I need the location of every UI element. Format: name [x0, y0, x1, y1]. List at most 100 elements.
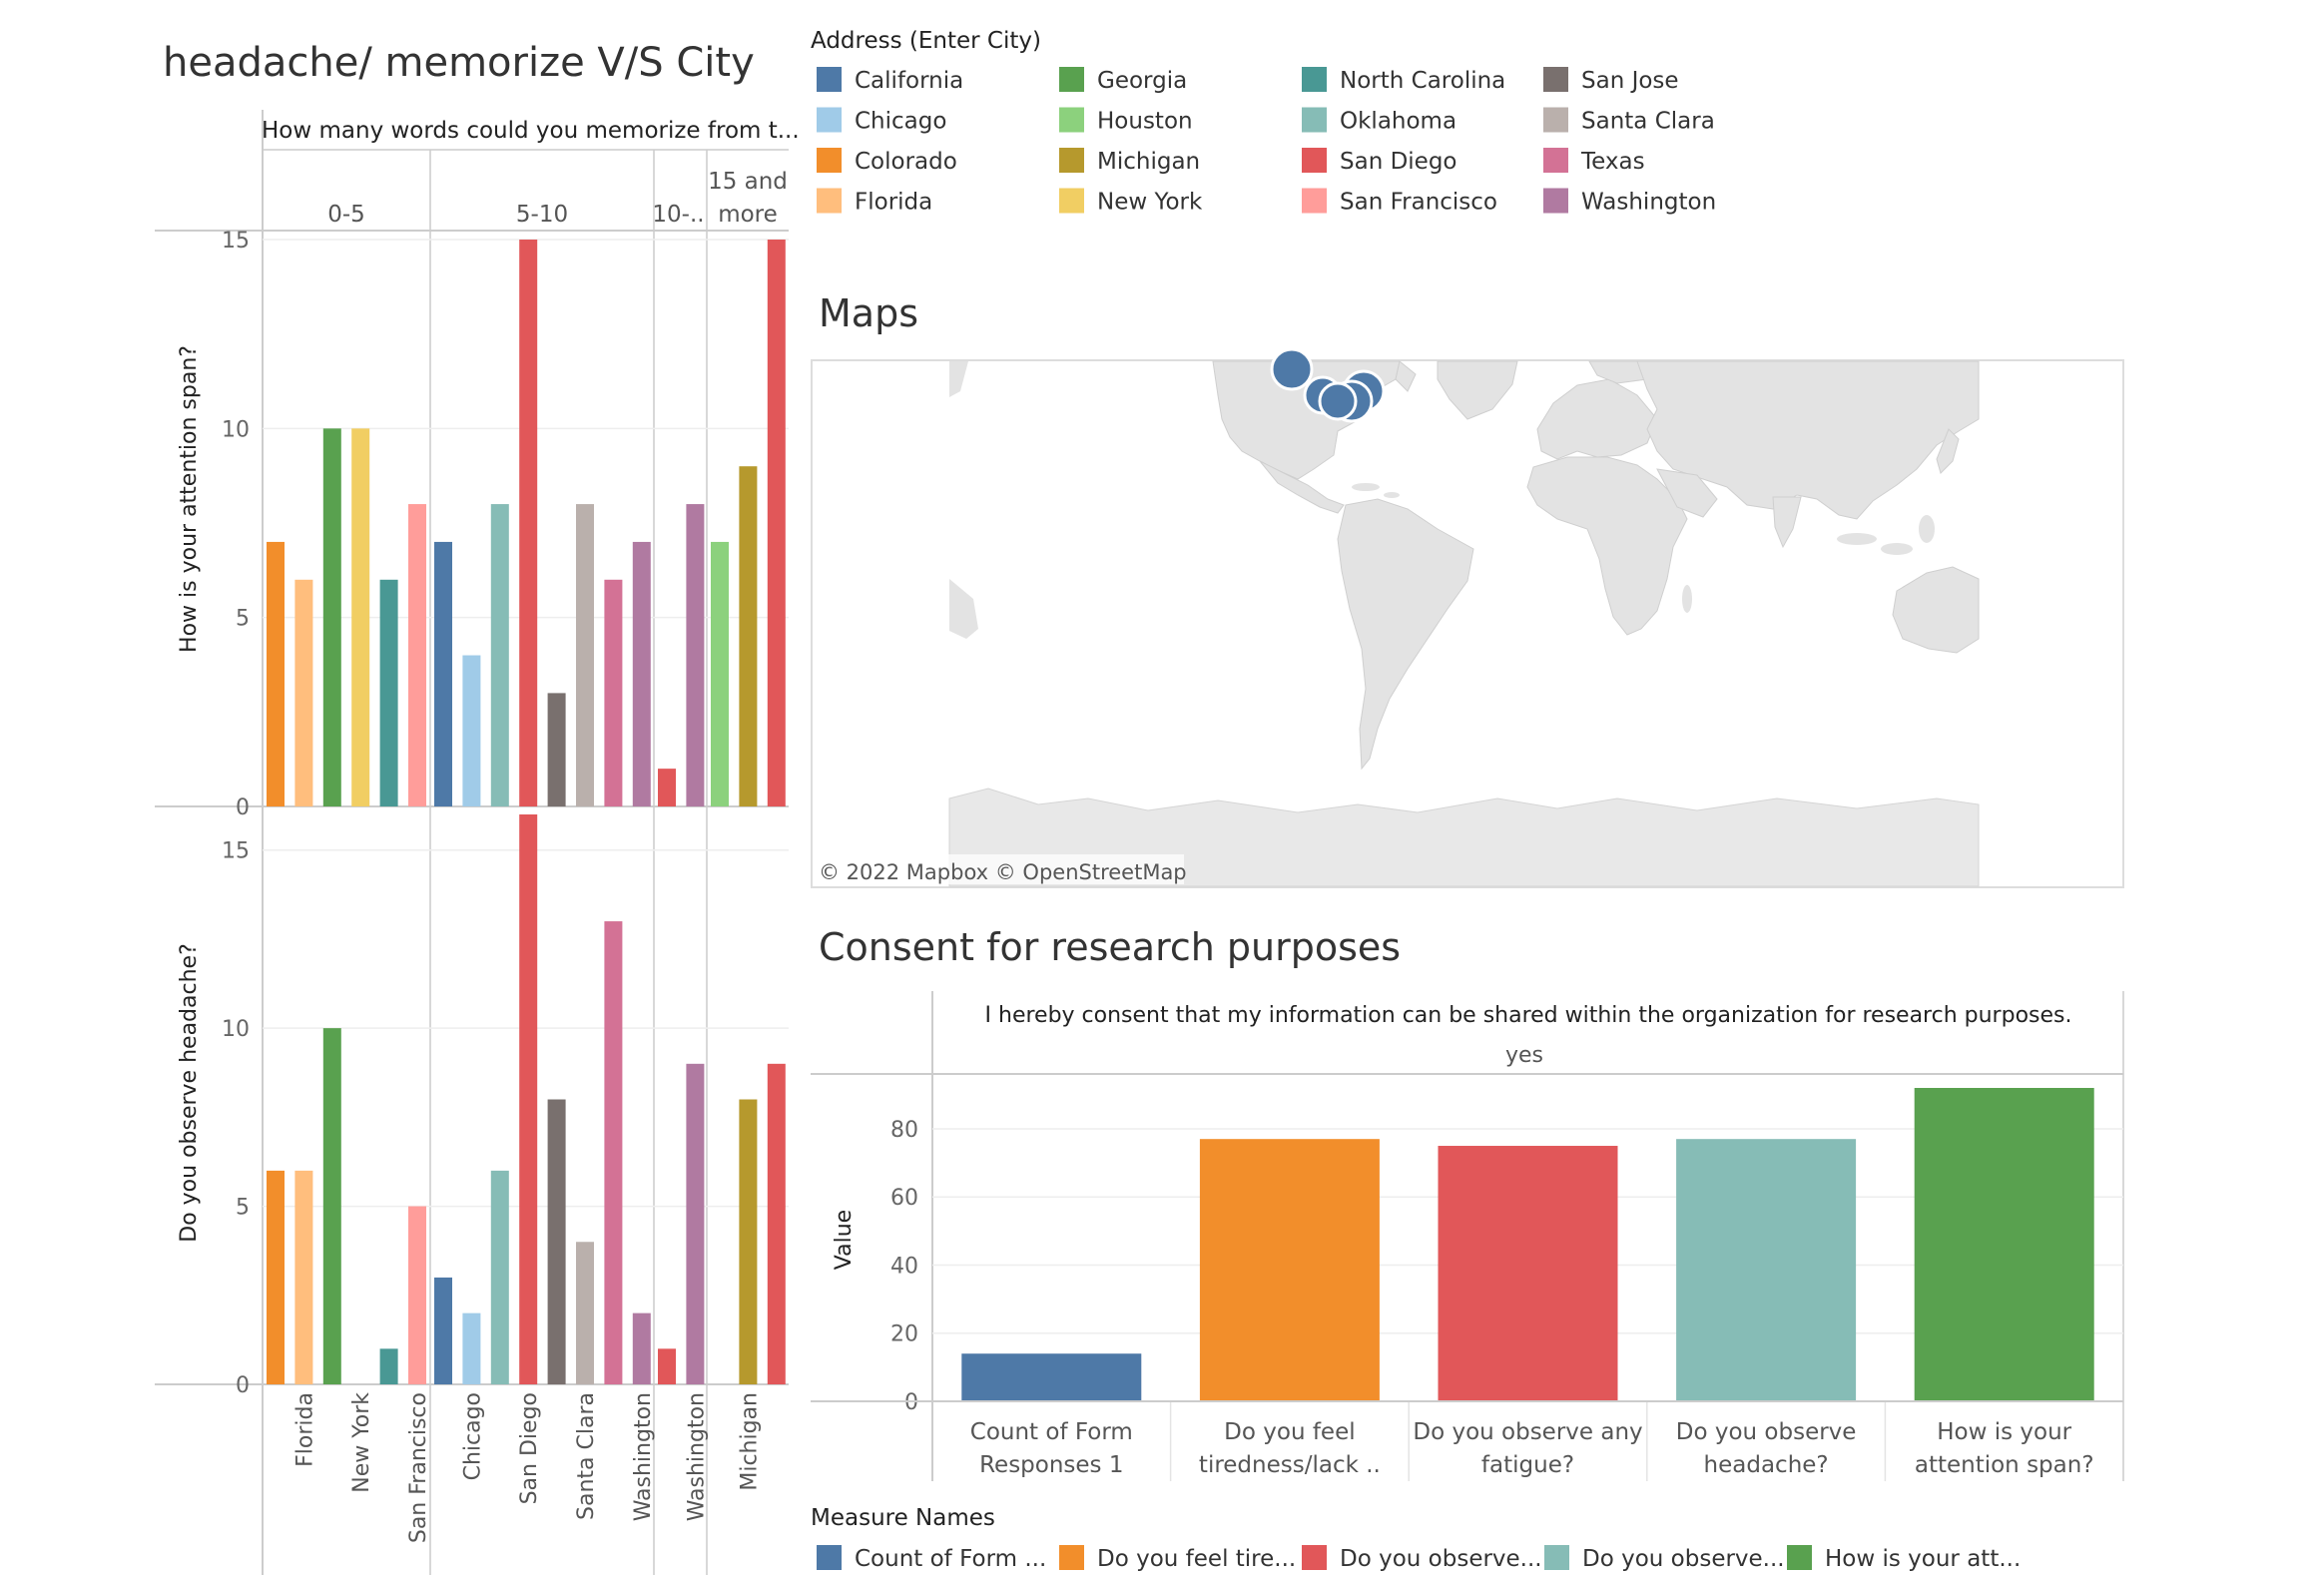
city-bar[interactable] [547, 1099, 566, 1385]
city-bar[interactable] [267, 541, 285, 806]
measure-legend: Count of Form ... Do you feel tire... Do y… [817, 1545, 2021, 1572]
category-label: Do you observe any [1413, 1419, 1642, 1445]
city-bar[interactable] [658, 769, 676, 806]
measure-legend-swatch[interactable] [1302, 1545, 1327, 1570]
city-bar[interactable] [519, 814, 538, 1384]
legend-swatch[interactable] [1543, 67, 1568, 92]
legend-item-label[interactable]: Oklahoma [1340, 109, 1456, 135]
measure-legend-swatch[interactable] [1787, 1545, 1812, 1570]
measure-legend-label[interactable]: Do you observe... [1340, 1546, 1542, 1572]
legend-swatch[interactable] [817, 107, 842, 133]
city-axis-label: Florida [292, 1392, 317, 1467]
city-bar[interactable] [767, 240, 786, 806]
city-bar[interactable] [519, 240, 538, 806]
city-bar[interactable] [686, 504, 705, 806]
city-bar[interactable] [379, 1348, 398, 1384]
city-bar[interactable] [632, 541, 651, 806]
city-bar[interactable] [294, 579, 313, 806]
city-bar[interactable] [576, 1242, 594, 1384]
city-bar[interactable] [632, 1312, 651, 1384]
map-title: Maps [819, 291, 918, 335]
consent-bar-chart: 0 20 40 60 80 Count of Form Responses 1 Do you … [811, 991, 2124, 1481]
legend-swatch[interactable] [1059, 188, 1084, 214]
legend-swatch[interactable] [1543, 188, 1568, 214]
legend-item-label[interactable]: Texas [1580, 149, 1645, 175]
city-bar[interactable] [490, 504, 509, 806]
city-bar[interactable] [434, 541, 452, 806]
city-bar[interactable] [658, 1348, 676, 1384]
legend-item-label[interactable]: North Carolina [1340, 68, 1505, 94]
measure-legend-swatch[interactable] [1544, 1545, 1569, 1570]
measure-legend-swatch[interactable] [1059, 1545, 1084, 1570]
map-marker[interactable] [1318, 381, 1358, 421]
legend-swatch[interactable] [1302, 148, 1327, 173]
measure-legend-label[interactable]: Count of Form ... [855, 1546, 1046, 1572]
city-markers[interactable] [1270, 347, 1386, 423]
city-bar[interactable] [547, 693, 566, 806]
city-bar[interactable] [434, 1277, 452, 1384]
city-bar[interactable] [294, 1170, 313, 1384]
group-label: more [718, 202, 778, 228]
legend-item-label[interactable]: San Francisco [1340, 190, 1497, 216]
measure-bar[interactable] [1438, 1146, 1618, 1401]
city-bar[interactable] [408, 1206, 426, 1384]
legend-item-label[interactable]: Michigan [1097, 149, 1200, 175]
legend-swatch[interactable] [1059, 107, 1084, 133]
legend-item-label[interactable]: San Diego [1340, 149, 1457, 175]
city-bar[interactable] [322, 428, 341, 806]
legend-item-label[interactable]: Santa Clara [1581, 109, 1715, 135]
measure-legend-swatch[interactable] [817, 1545, 842, 1570]
measure-legend-label[interactable]: How is your att... [1825, 1546, 2021, 1572]
city-bar[interactable] [686, 1063, 705, 1384]
city-bar[interactable] [767, 1063, 786, 1384]
legend-item-label[interactable]: California [855, 68, 963, 94]
city-bar[interactable] [604, 921, 623, 1384]
legend-swatch[interactable] [817, 188, 842, 214]
category-label: Responses 1 [979, 1452, 1123, 1478]
legend-item-label[interactable]: Houston [1097, 109, 1193, 135]
measure-bar[interactable] [1199, 1139, 1380, 1401]
legend-swatch[interactable] [1543, 148, 1568, 173]
city-bar[interactable] [462, 1312, 481, 1384]
city-bar[interactable] [490, 1170, 509, 1384]
map-marker[interactable] [1270, 347, 1314, 391]
legend-item-label[interactable]: Florida [855, 190, 932, 216]
measure-legend-label[interactable]: Do you feel tire... [1097, 1546, 1296, 1572]
legend-item-label[interactable]: New York [1097, 190, 1203, 216]
legend-item-label[interactable]: Colorado [855, 149, 957, 175]
city-bar[interactable] [379, 579, 398, 806]
measure-bar[interactable] [1676, 1139, 1857, 1401]
legend-swatch[interactable] [1059, 148, 1084, 173]
city-bar[interactable] [604, 579, 623, 806]
city-bar[interactable] [322, 1028, 341, 1384]
legend-item-label[interactable]: Chicago [855, 109, 946, 135]
world-map[interactable] [948, 347, 1980, 887]
city-bar[interactable] [267, 1170, 285, 1384]
city-bar[interactable] [462, 655, 481, 806]
legend-swatch[interactable] [817, 67, 842, 92]
city-bar[interactable] [576, 504, 594, 806]
left-column-header: How many words could you memorize from t… [262, 118, 800, 144]
city-bar[interactable] [408, 504, 426, 806]
legend-item-label[interactable]: Washington [1581, 190, 1716, 216]
city-bar[interactable] [711, 541, 729, 806]
legend-swatch[interactable] [817, 148, 842, 173]
city-bar[interactable] [739, 466, 758, 806]
consent-ylabel: Value [832, 1210, 857, 1270]
legend-swatch[interactable] [1302, 107, 1327, 133]
city-bar[interactable] [739, 1099, 758, 1385]
legend-swatch[interactable] [1543, 107, 1568, 133]
measure-bar[interactable] [961, 1353, 1142, 1401]
legend-swatch[interactable] [1059, 67, 1084, 92]
city-bar[interactable] [351, 428, 370, 806]
legend-item-label[interactable]: San Jose [1581, 68, 1679, 94]
measure-legend-label[interactable]: Do you observe... [1582, 1546, 1785, 1572]
map-attribution: © 2022 Mapbox © OpenStreetMap [819, 860, 1187, 884]
legend-item-label[interactable]: Georgia [1097, 68, 1187, 94]
legend-swatch[interactable] [1302, 67, 1327, 92]
measure-bar[interactable] [1914, 1088, 2094, 1401]
city-axis-label: Michigan [737, 1392, 762, 1491]
category-label: headache? [1704, 1452, 1829, 1478]
legend-swatch[interactable] [1302, 188, 1327, 214]
